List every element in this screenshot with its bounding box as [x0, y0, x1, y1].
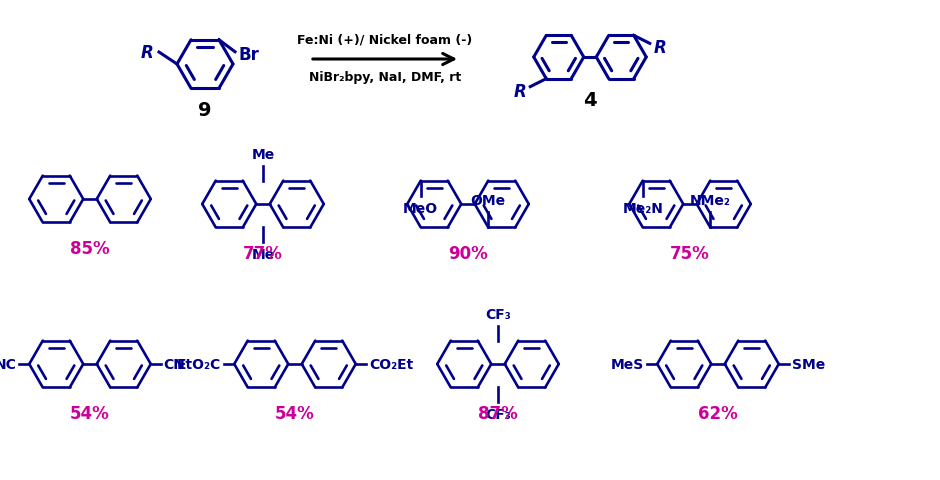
Text: MeS: MeS: [611, 357, 644, 371]
Text: EtO₂C: EtO₂C: [177, 357, 221, 371]
Text: R: R: [653, 39, 666, 57]
Text: SMe: SMe: [791, 357, 825, 371]
Text: OMe: OMe: [471, 194, 506, 208]
Text: 85%: 85%: [70, 240, 110, 257]
Text: 75%: 75%: [670, 244, 710, 263]
Text: 90%: 90%: [448, 244, 488, 263]
Text: CO₂Et: CO₂Et: [368, 357, 413, 371]
Text: MeO: MeO: [403, 201, 438, 215]
Text: 87%: 87%: [478, 404, 518, 422]
Text: 62%: 62%: [698, 404, 738, 422]
Text: 4: 4: [583, 91, 597, 110]
Text: CN: CN: [164, 357, 185, 371]
Text: NiBr₂bpy, NaI, DMF, rt: NiBr₂bpy, NaI, DMF, rt: [309, 72, 462, 84]
Text: NC: NC: [0, 357, 16, 371]
Text: Me: Me: [251, 147, 274, 161]
Text: 54%: 54%: [275, 404, 315, 422]
Text: 54%: 54%: [70, 404, 110, 422]
Text: Me₂N: Me₂N: [622, 201, 664, 215]
Text: Br: Br: [239, 46, 259, 64]
Text: CF₃: CF₃: [485, 307, 510, 321]
Text: Me: Me: [251, 248, 274, 262]
Text: 9: 9: [198, 101, 212, 120]
Text: CF₃: CF₃: [485, 408, 510, 421]
Text: Fe:Ni (+)/ Nickel foam (-): Fe:Ni (+)/ Nickel foam (-): [297, 34, 473, 47]
Text: NMe₂: NMe₂: [690, 194, 730, 208]
Text: 77%: 77%: [243, 244, 283, 263]
Text: R: R: [513, 83, 526, 100]
Text: R: R: [140, 44, 153, 62]
